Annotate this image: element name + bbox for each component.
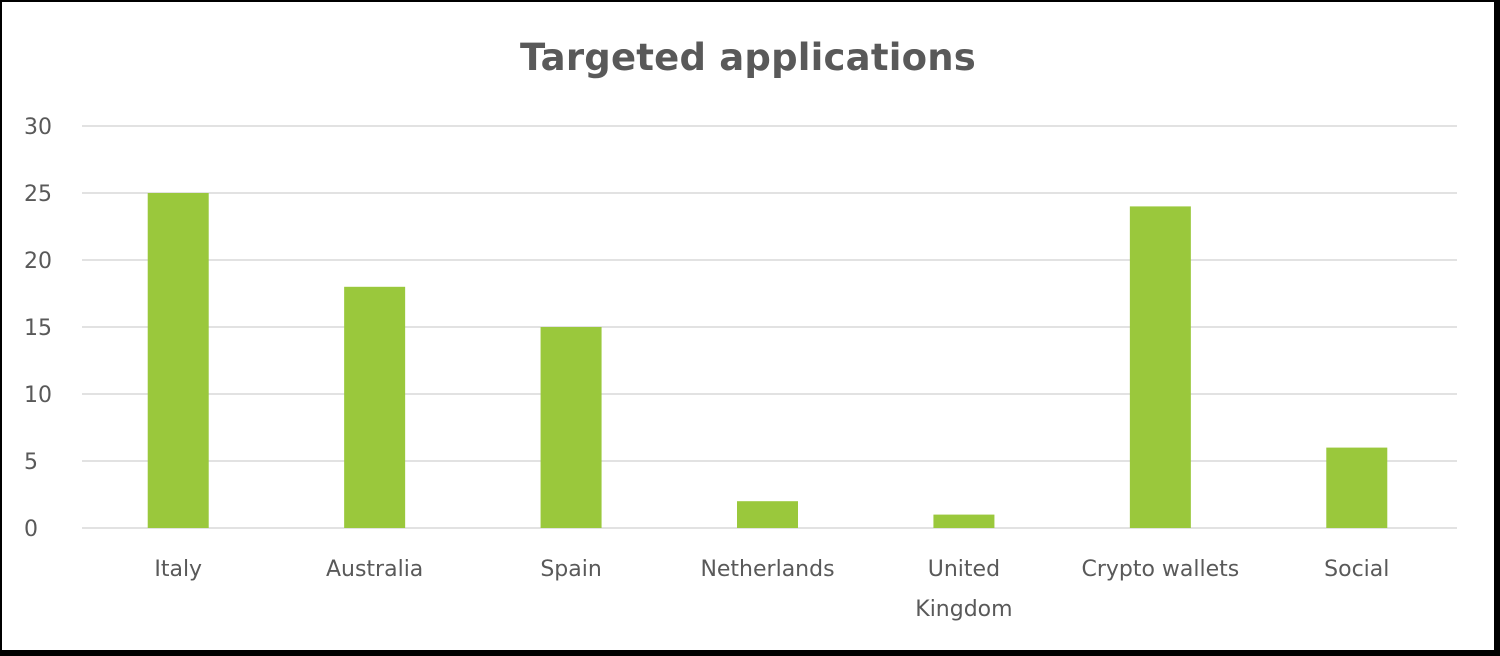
y-tick-label: 10 [24,383,52,408]
y-tick-label: 30 [24,115,52,140]
bar-italy [147,193,209,528]
y-tick-label: 5 [24,450,38,475]
bar-social [1326,447,1388,528]
x-tick-label: United Kingdom [915,557,1012,622]
y-tick-label: 20 [24,249,52,274]
chart-title: Targeted applications [520,36,976,79]
bar-netherlands [737,501,798,528]
y-tick-label: 25 [24,182,52,207]
y-tick-label: 15 [24,316,52,341]
bar-australia [344,286,406,528]
x-tick-label: Italy [154,557,202,582]
bar-spain [540,327,602,528]
x-tick-label: Spain [540,557,601,582]
x-tick-label: Crypto wallets [1081,557,1239,582]
bar-united-kingdom [933,514,995,528]
bar-crypto-wallets [1129,206,1191,528]
x-tick-label: Social [1324,557,1389,582]
x-tick-label: Australia [326,557,423,582]
x-tick-label: Netherlands [700,557,834,582]
y-tick-label: 0 [24,517,38,542]
